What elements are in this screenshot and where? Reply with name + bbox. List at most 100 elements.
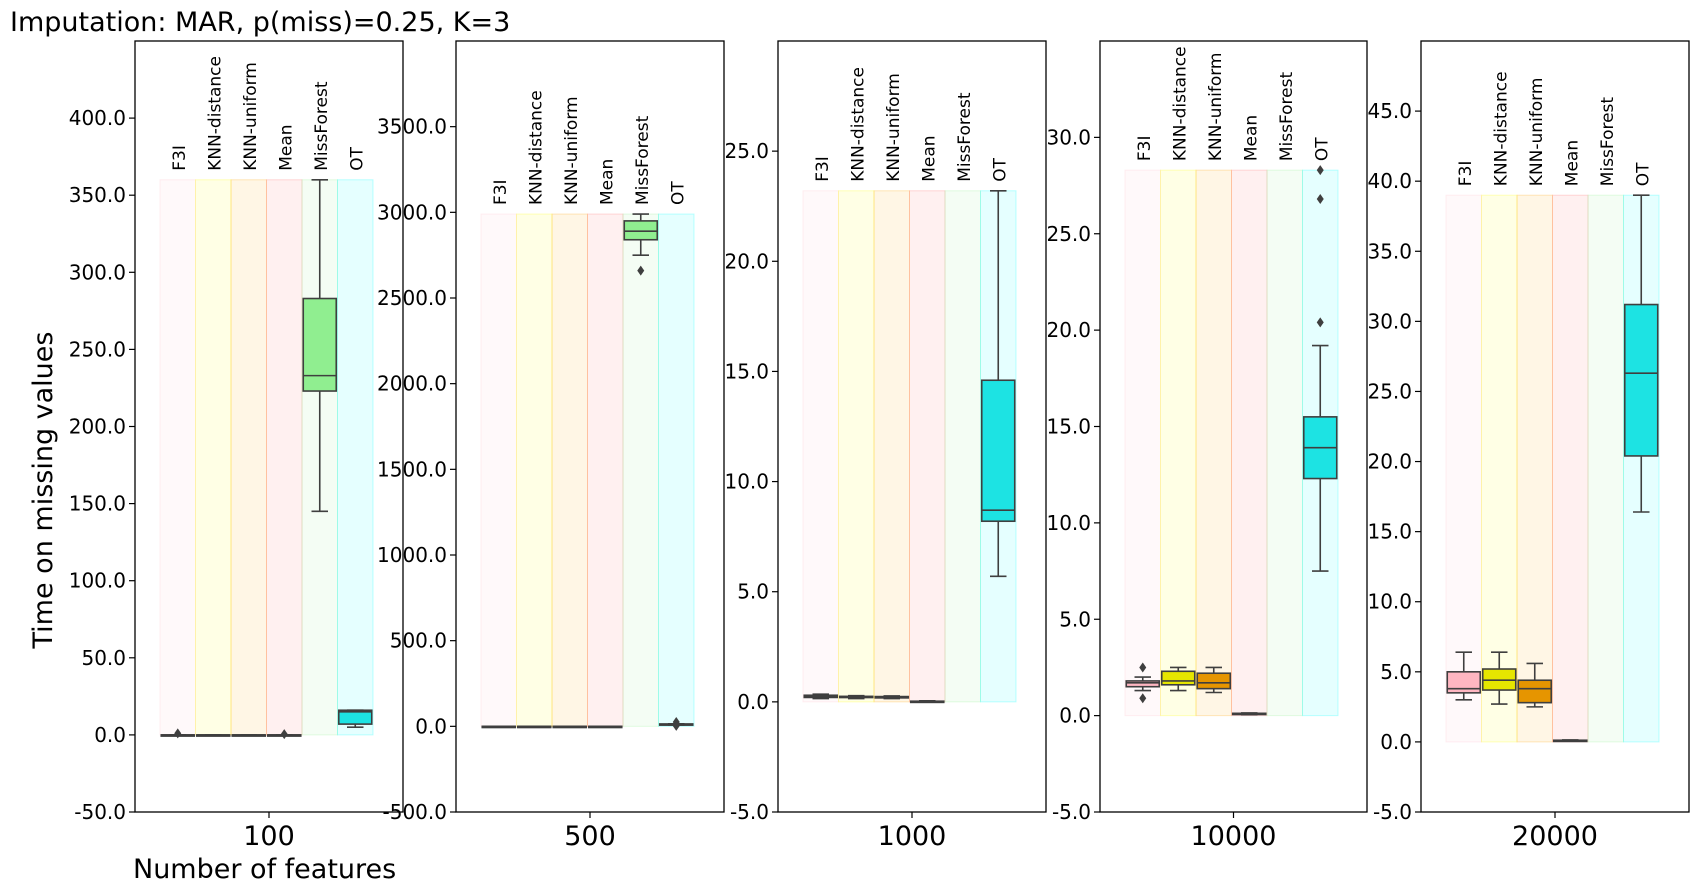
boxplot-20000-KNN-distance (1481, 651, 1517, 705)
chart-title: Imputation: MAR, p(miss)=0.25, K=3 (10, 7, 510, 38)
method-label-100-MissForest: MissForest (312, 81, 332, 171)
shade-band-1000-KNN-uniform (873, 190, 910, 703)
ytick-label-100: -50.0 (74, 800, 126, 824)
outlier-point (174, 728, 182, 739)
boxplot-10000-KNN-distance (1160, 666, 1196, 692)
method-label-20000-OT: OT (1633, 162, 1653, 186)
shade-band-500-Mean (587, 213, 624, 727)
ytick-label-20000: 20.0 (1367, 450, 1412, 474)
ytick-label-10000: 20.0 (1046, 318, 1091, 342)
outlier-point (637, 265, 645, 276)
outlier-point (280, 729, 288, 740)
method-label-1000-MissForest: MissForest (955, 92, 975, 182)
ytick-label-10000: 0.0 (1059, 704, 1091, 728)
ytick-label-1000: 25.0 (724, 139, 769, 163)
panel-20000: F3I KNN-distance KNN-uniform Mean MissForest… (1367, 40, 1690, 852)
outlier-point (1316, 165, 1324, 176)
box-body (1196, 672, 1232, 690)
xtick-label-1000: 1000 (878, 821, 947, 852)
chart-panels: F3I KNN-distance KNN-uniform Mean MissForest… (69, 40, 1690, 852)
boxplot-500-MissForest (623, 213, 659, 276)
method-label-500-Mean: Mean (597, 159, 617, 205)
ytick-label-20000: 15.0 (1367, 520, 1412, 544)
method-label-500-F3I: F3I (491, 179, 511, 205)
method-label-10000-Mean: Mean (1241, 115, 1261, 161)
outlier-point (1139, 693, 1147, 704)
boxplot-20000-KNN-uniform (1517, 662, 1553, 708)
ytick-label-100: 250.0 (69, 337, 126, 361)
boxplot-100-KNN-distance (195, 734, 231, 737)
box-body (337, 709, 373, 725)
ytick-label-1000: 15.0 (724, 359, 769, 383)
ytick-label-1000: -5.0 (730, 800, 769, 824)
boxplot-100-MissForest (302, 178, 338, 513)
box-body (980, 379, 1016, 523)
shade-band-100-F3I (159, 179, 196, 736)
box-body (1160, 670, 1196, 686)
boxplot-500-OT (658, 717, 694, 731)
ytick-label-500: 2000.0 (377, 372, 447, 396)
method-label-100-OT: OT (347, 146, 367, 170)
ytick-label-1000: 10.0 (724, 470, 769, 494)
ytick-label-20000: 5.0 (1380, 660, 1412, 684)
ytick-label-100: 400.0 (69, 106, 126, 130)
method-label-500-OT: OT (668, 181, 688, 205)
boxplot-10000-F3I (1125, 662, 1161, 704)
ytick-label-20000: 0.0 (1380, 730, 1412, 754)
boxplot-500-KNN-distance (516, 725, 552, 729)
boxplot-500-F3I (481, 725, 517, 729)
boxplot-100-F3I (160, 728, 196, 739)
ytick-label-100: 300.0 (69, 260, 126, 284)
shade-band-1000-F3I (802, 190, 839, 703)
outlier-point (1316, 194, 1324, 205)
ytick-label-500: 3000.0 (377, 200, 447, 224)
shade-band-1000-MissForest (944, 190, 981, 703)
ytick-label-10000: 15.0 (1046, 415, 1091, 439)
outlier-point (1139, 662, 1147, 673)
shade-band-10000-KNN-distance (1160, 169, 1197, 717)
panel-1000: F3I KNN-distance KNN-uniform Mean MissForest… (724, 40, 1047, 852)
shade-band-20000-F3I (1445, 194, 1482, 743)
xtick-label-10000: 10000 (1191, 821, 1277, 852)
panel-frame-1000 (777, 40, 1047, 813)
box-body (1517, 679, 1553, 704)
xtick-label-20000: 20000 (1512, 821, 1598, 852)
shade-band-20000-KNN-uniform (1516, 194, 1553, 743)
method-label-1000-F3I: F3I (813, 156, 833, 182)
ytick-label-20000: -5.0 (1373, 800, 1412, 824)
x-axis-label: Number of features (133, 854, 396, 885)
ytick-label-20000: 30.0 (1367, 309, 1412, 333)
ytick-label-500: 1000.0 (377, 543, 447, 567)
shade-band-500-OT (658, 213, 695, 727)
ytick-label-100: 350.0 (69, 183, 126, 207)
method-label-1000-Mean: Mean (919, 135, 939, 181)
boxplot-1000-KNN-distance (838, 694, 874, 700)
boxplot-1000-Mean (909, 699, 945, 704)
ytick-label-100: 0.0 (94, 723, 126, 747)
ytick-label-100: 50.0 (81, 646, 126, 670)
panel-500: F3I KNN-distance KNN-uniform Mean MissForest… (377, 40, 725, 852)
shade-band-1000-Mean (909, 190, 946, 703)
shade-band-500-KNN-uniform (551, 213, 588, 727)
panel-frame-20000 (1420, 40, 1690, 813)
method-label-1000-KNN-uniform: KNN-uniform (884, 73, 904, 182)
box-body (302, 297, 338, 392)
ytick-label-500: 500.0 (390, 629, 447, 653)
method-label-100-KNN-distance: KNN-distance (205, 56, 225, 171)
ytick-label-20000: 45.0 (1367, 99, 1412, 123)
ytick-label-10000: 10.0 (1046, 511, 1091, 535)
boxplot-1000-F3I (803, 693, 839, 700)
method-label-500-KNN-uniform: KNN-uniform (562, 96, 582, 205)
method-label-100-F3I: F3I (170, 145, 190, 171)
ytick-label-1000: 5.0 (737, 580, 769, 604)
outlier-point (672, 720, 680, 731)
ytick-label-500: 0.0 (415, 714, 447, 738)
method-label-10000-F3I: F3I (1135, 136, 1155, 162)
ytick-label-1000: 20.0 (724, 249, 769, 273)
ytick-label-500: 2500.0 (377, 286, 447, 310)
method-label-20000-KNN-uniform: KNN-uniform (1527, 78, 1547, 187)
shade-band-10000-F3I (1124, 169, 1161, 717)
boxplot-20000-OT (1623, 194, 1659, 513)
method-label-20000-Mean: Mean (1562, 140, 1582, 186)
method-label-20000-KNN-distance: KNN-distance (1491, 71, 1511, 186)
